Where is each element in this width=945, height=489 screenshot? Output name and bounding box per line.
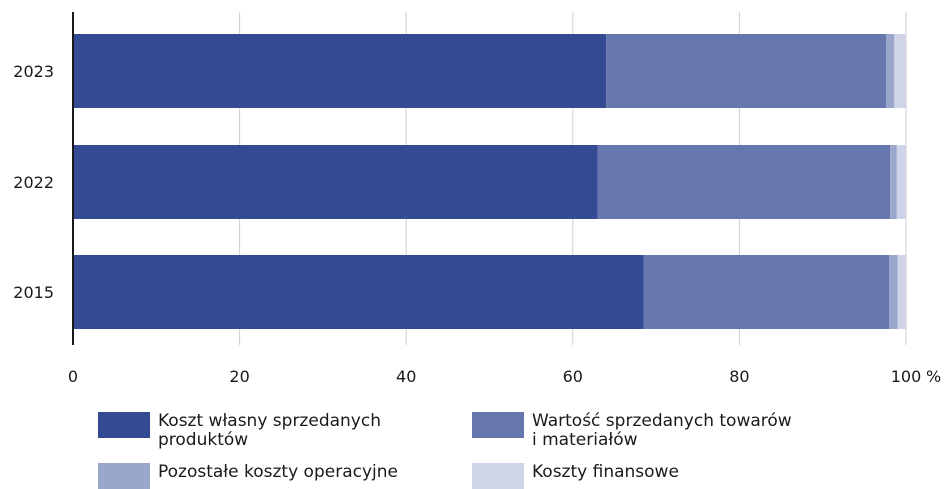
bar-segment — [73, 34, 607, 108]
bar-segment — [894, 34, 906, 108]
bar-segment — [889, 255, 898, 329]
x-tick-label: 40 — [396, 367, 416, 386]
y-tick-label: 2022 — [13, 173, 54, 192]
bar-segment — [597, 145, 891, 219]
x-axis: 0 20 40 60 80 100% — [68, 367, 941, 386]
y-tick-label: 2023 — [13, 62, 54, 81]
bar-segment — [73, 145, 598, 219]
x-tick-label: 0 — [68, 367, 78, 386]
bars — [73, 34, 906, 329]
x-tick-label: 60 — [563, 367, 583, 386]
bar-segment — [606, 34, 887, 108]
bar-segment — [890, 145, 897, 219]
bar-segment — [886, 34, 895, 108]
y-axis: 2023 2022 2015 — [13, 12, 74, 345]
bar-segment — [897, 255, 906, 329]
bar-segment — [73, 255, 644, 329]
bar-segment — [896, 145, 906, 219]
bar-segment — [643, 255, 890, 329]
x-unit-label: % — [926, 367, 941, 386]
y-tick-label: 2015 — [13, 283, 54, 302]
x-tick-label: 100 — [891, 367, 922, 386]
x-tick-label: 20 — [229, 367, 249, 386]
x-tick-label: 80 — [729, 367, 749, 386]
